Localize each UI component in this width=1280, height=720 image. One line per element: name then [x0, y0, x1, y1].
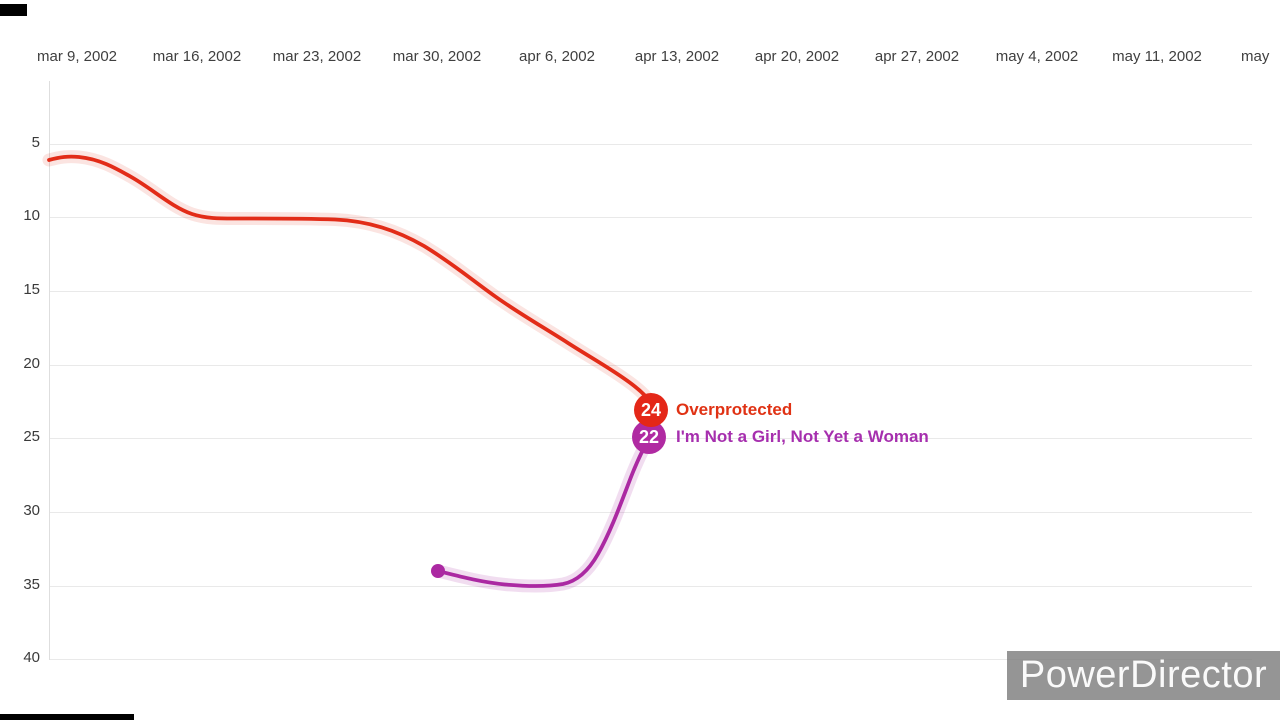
gridline: [49, 365, 1252, 366]
x-date-label: apr 27, 2002: [874, 48, 960, 65]
y-tick-label: 5: [31, 134, 40, 151]
overprotected-line: [47, 154, 653, 405]
x-date-label: mar 9, 2002: [36, 48, 118, 65]
song-title-overprotected: Overprotected: [676, 400, 793, 419]
song-title-not-a-girl: I'm Not a Girl, Not Yet a Woman: [676, 427, 929, 446]
x-date-label: apr 20, 2002: [754, 48, 840, 65]
gridline: [49, 659, 1252, 660]
y-tick-label: 25: [23, 428, 40, 445]
gridline: [49, 144, 1252, 145]
x-date-label: apr 6, 2002: [519, 48, 595, 65]
rank-badge-not-a-girl: 22: [632, 420, 666, 454]
not-a-girl-line: [436, 437, 651, 589]
x-date-label: mar 23, 2002: [272, 48, 362, 65]
powerdirector-watermark: PowerDirector: [1007, 651, 1280, 700]
rank-badge-overprotected: 24: [634, 393, 668, 427]
y-tick-label: 10: [23, 207, 40, 224]
x-date-label: mar 30, 2002: [392, 48, 482, 65]
rank-value-not-a-girl: 22: [638, 426, 660, 447]
y-tick-label: 40: [23, 649, 40, 666]
gridline: [49, 217, 1252, 218]
x-date-label: mar 16, 2002: [152, 48, 242, 65]
overprotected-line-glow: [42, 150, 658, 410]
y-tick-label: 30: [23, 502, 40, 519]
y-tick-label: 35: [23, 576, 40, 593]
gridline: [49, 586, 1252, 587]
rank-value-overprotected: 24: [640, 399, 662, 420]
y-tick-label: 20: [23, 355, 40, 372]
not-a-girl-debut-dot: [431, 564, 445, 578]
video-artifact-bottom-left: [0, 714, 134, 720]
x-date-label: may 4, 2002: [995, 48, 1079, 65]
y-tick-label: 15: [23, 281, 40, 298]
x-date-label: may 11, 2002: [1112, 48, 1202, 65]
video-artifact-top-left: [0, 4, 27, 16]
y-axis-line: [49, 81, 50, 660]
x-date-label: apr 13, 2002: [634, 48, 720, 65]
powerdirector-watermark-text: PowerDirector: [1019, 654, 1268, 696]
x-date-label: may: [1241, 48, 1270, 65]
gridline: [49, 512, 1252, 513]
gridline: [49, 291, 1252, 292]
